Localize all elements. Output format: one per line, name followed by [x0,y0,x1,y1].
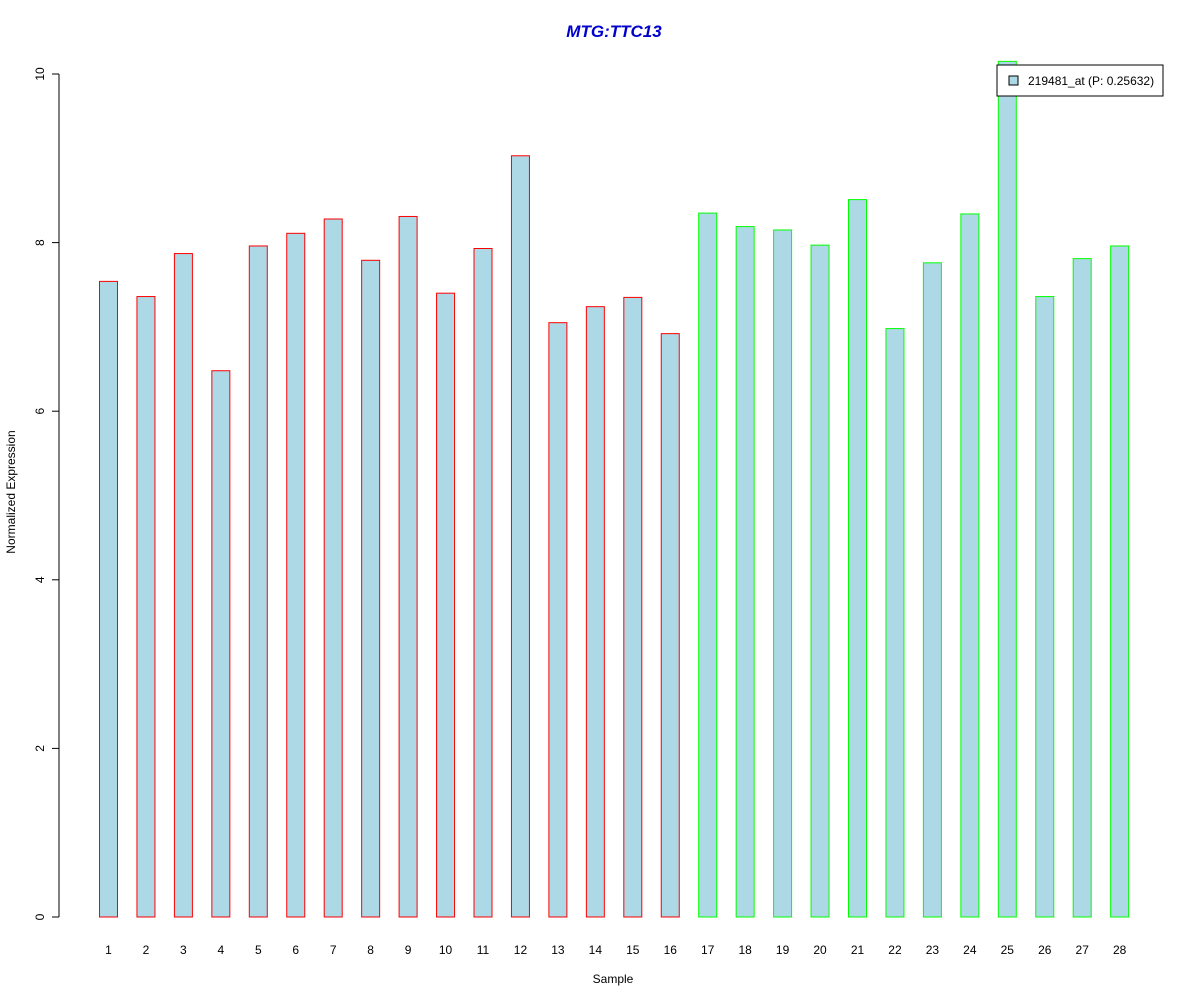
x-tick-label: 25 [1001,943,1015,957]
y-tick-label: 0 [33,913,47,920]
bar-sample-11 [473,248,493,918]
y-tick-label: 6 [33,408,47,415]
bar-sample-16 [660,333,680,918]
bar-sample-20 [810,244,830,918]
legend: 219481_at (P: 0.25632) [996,64,1164,97]
x-tick-labels: 1 2 3 4 5 6 7 8 9 10 11 12 13 14 15 16 17 18 19 20 21 22 23 24 2… [105,943,1126,957]
x-tick-label: 20 [813,943,827,957]
x-tick-label: 5 [255,943,262,957]
bar-sample-13 [548,322,568,918]
bar-sample-27 [1072,258,1092,918]
bar-sample-2 [136,296,156,918]
bar-sample-9 [398,215,418,918]
bar-sample-12 [510,155,530,918]
x-tick-label: 2 [143,943,150,957]
x-tick-label: 19 [776,943,790,957]
x-tick-label: 23 [926,943,940,957]
y-axis: 0 2 4 6 8 10 [33,67,60,920]
bar-sample-8 [361,259,381,918]
x-tick-label: 24 [963,943,977,957]
bar-sample-19 [773,229,793,918]
chart-title: MTG:TTC13 [566,22,662,41]
bar-sample-15 [623,296,643,918]
x-tick-label: 26 [1038,943,1052,957]
bar-sample-28 [1110,245,1130,918]
x-tick-label: 14 [589,943,603,957]
bar-sample-7 [323,218,343,918]
x-tick-label: 13 [551,943,565,957]
x-tick-label: 28 [1113,943,1127,957]
bar-sample-3 [173,253,193,918]
bar-sample-10 [436,292,456,918]
bar-sample-17 [698,212,718,918]
x-tick-label: 4 [218,943,225,957]
bar-sample-4 [211,370,231,918]
y-tick-label: 4 [33,576,47,583]
x-tick-label: 9 [405,943,412,957]
x-tick-label: 7 [330,943,337,957]
bar-sample-1 [99,280,118,918]
x-tick-label: 8 [367,943,374,957]
legend-swatch [1008,75,1019,86]
y-tick-label: 2 [33,745,47,752]
x-tick-label: 16 [664,943,678,957]
x-tick-label: 10 [439,943,453,957]
y-axis-label: Normalized Expression [4,430,18,553]
bar-sample-22 [885,328,905,918]
x-tick-label: 22 [888,943,902,957]
bars-group [99,60,1130,918]
x-axis-label: Sample [593,972,634,986]
bar-sample-26 [1035,296,1055,918]
bar-sample-14 [585,306,605,918]
y-tick-label: 8 [33,239,47,246]
x-tick-label: 1 [105,943,112,957]
x-tick-label: 11 [477,943,490,957]
bar-sample-24 [960,213,980,918]
x-tick-label: 27 [1076,943,1090,957]
bar-sample-18 [735,226,755,918]
x-tick-label: 18 [738,943,752,957]
x-tick-label: 12 [514,943,528,957]
bar-sample-21 [848,199,867,918]
legend-label: 219481_at (P: 0.25632) [1028,74,1154,88]
bar-sample-6 [286,232,306,918]
bar-sample-5 [248,245,268,918]
x-tick-label: 15 [626,943,640,957]
x-tick-label: 6 [292,943,299,957]
x-tick-label: 17 [701,943,715,957]
y-tick-label: 10 [33,67,47,81]
bar-sample-23 [922,262,942,918]
x-tick-label: 3 [180,943,187,957]
bar-sample-25 [997,60,1017,918]
legend-box [996,64,1164,97]
x-tick-label: 21 [851,943,865,957]
